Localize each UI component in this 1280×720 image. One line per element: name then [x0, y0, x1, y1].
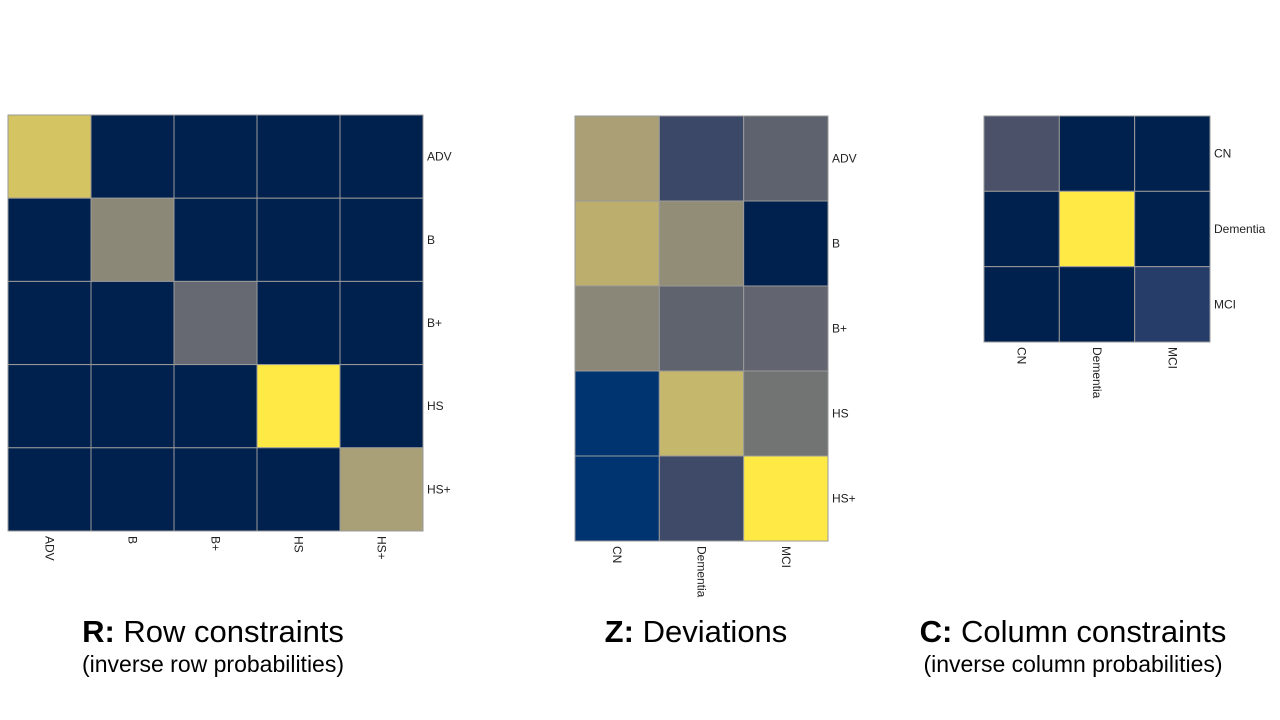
heatmap-cell-3-0 — [574, 370, 660, 457]
row-label: MCI — [1214, 297, 1236, 311]
heatmap-cell-1-0 — [983, 190, 1060, 268]
heatmap-cell-3-2 — [173, 364, 258, 449]
heatmap-cell-3-4 — [339, 364, 424, 449]
caption-title-text: Column constraints — [961, 614, 1227, 649]
column-label: HS — [292, 536, 306, 553]
heatmap-cell-0-2 — [743, 115, 829, 202]
heatmap-cell-4-0 — [574, 455, 660, 542]
heatmap-cell-2-2 — [173, 280, 258, 366]
heatmap-cell-4-1 — [90, 447, 175, 532]
caption-title: C: Column constraints — [893, 614, 1253, 650]
heatmap-cell-2-0 — [574, 285, 660, 372]
heatmap-cell-0-1 — [90, 114, 175, 199]
heatmap-cell-4-0 — [7, 447, 92, 532]
caption-deviations: Z: Deviations — [496, 614, 896, 650]
column-label: ADV — [43, 536, 57, 561]
caption-letter: Z: — [604, 614, 634, 649]
column-label: CN — [610, 546, 624, 563]
caption-title: Z: Deviations — [496, 614, 896, 650]
column-label: MCI — [1165, 347, 1179, 369]
heatmap-border — [7, 114, 424, 532]
heatmap-cell-0-1 — [1058, 115, 1136, 192]
caption-title-text: Row constraints — [123, 614, 344, 649]
row-label: HS — [427, 399, 444, 413]
row-label: HS — [832, 407, 849, 421]
row-label: ADV — [832, 152, 857, 166]
row-label: B+ — [832, 322, 847, 336]
heatmap-cell-0-0 — [983, 115, 1060, 192]
row-label: B — [832, 237, 840, 251]
caption-letter: C: — [919, 614, 953, 649]
caption-subtitle: (inverse row probabilities) — [81, 651, 345, 677]
heatmap-cell-3-2 — [743, 370, 829, 457]
heatmap-cell-0-4 — [339, 114, 424, 199]
row-label: B — [427, 233, 435, 247]
heatmap-cell-2-0 — [983, 266, 1060, 343]
heatmap-cell-1-1 — [1058, 190, 1136, 268]
column-label: MCI — [779, 546, 793, 568]
heatmap-cell-4-4 — [339, 447, 424, 532]
row-label: B+ — [427, 316, 442, 330]
caption-row-constraints: R: Row constraints (inverse row probabil… — [13, 614, 413, 678]
column-label: CN — [1015, 347, 1029, 364]
row-label: Dementia — [1214, 222, 1266, 236]
heatmap-border — [574, 115, 829, 542]
heatmap-cell-1-1 — [658, 200, 745, 287]
row-label: HS+ — [427, 482, 451, 496]
heatmap-cell-2-1 — [1058, 266, 1136, 343]
row-label: ADV — [427, 150, 452, 164]
heatmap-cell-4-2 — [173, 447, 258, 532]
row-label: HS+ — [832, 492, 856, 506]
heatmap-cell-4-1 — [658, 455, 745, 542]
column-label: B+ — [209, 536, 223, 551]
column-label: HS+ — [375, 536, 389, 560]
column-label: B — [126, 536, 140, 544]
column-label: Dementia — [695, 546, 709, 598]
heatmap-cell-0-2 — [1134, 115, 1211, 192]
caption-title: R: Row constraints — [13, 614, 413, 650]
heatmap-cell-0-3 — [256, 114, 341, 199]
heatmap-cell-1-2 — [173, 197, 258, 282]
heatmap-cell-2-3 — [256, 280, 341, 366]
heatmap-cell-0-0 — [574, 115, 660, 202]
heatmap-cell-2-1 — [658, 285, 745, 372]
heatmap-cell-3-1 — [90, 364, 175, 449]
caption-column-constraints: C: Column constraints (inverse column pr… — [893, 614, 1253, 678]
heatmap-cell-1-4 — [339, 197, 424, 282]
heatmap-cell-2-2 — [1134, 266, 1211, 343]
heatmap-cell-1-0 — [7, 197, 92, 282]
heatmap-cell-1-0 — [574, 200, 660, 287]
caption-letter: R: — [82, 614, 115, 649]
column-label: Dementia — [1090, 347, 1104, 399]
heatmap-cell-2-1 — [90, 280, 175, 366]
heatmap-cell-1-2 — [1134, 190, 1211, 268]
row-label: CN — [1214, 147, 1231, 161]
heatmap-cell-0-0 — [7, 114, 92, 199]
heatmap-border — [983, 115, 1211, 343]
caption-subtitle: (inverse column probabilities) — [923, 651, 1223, 677]
heatmap-cell-3-3 — [256, 364, 341, 449]
caption-title-text: Deviations — [642, 614, 788, 649]
